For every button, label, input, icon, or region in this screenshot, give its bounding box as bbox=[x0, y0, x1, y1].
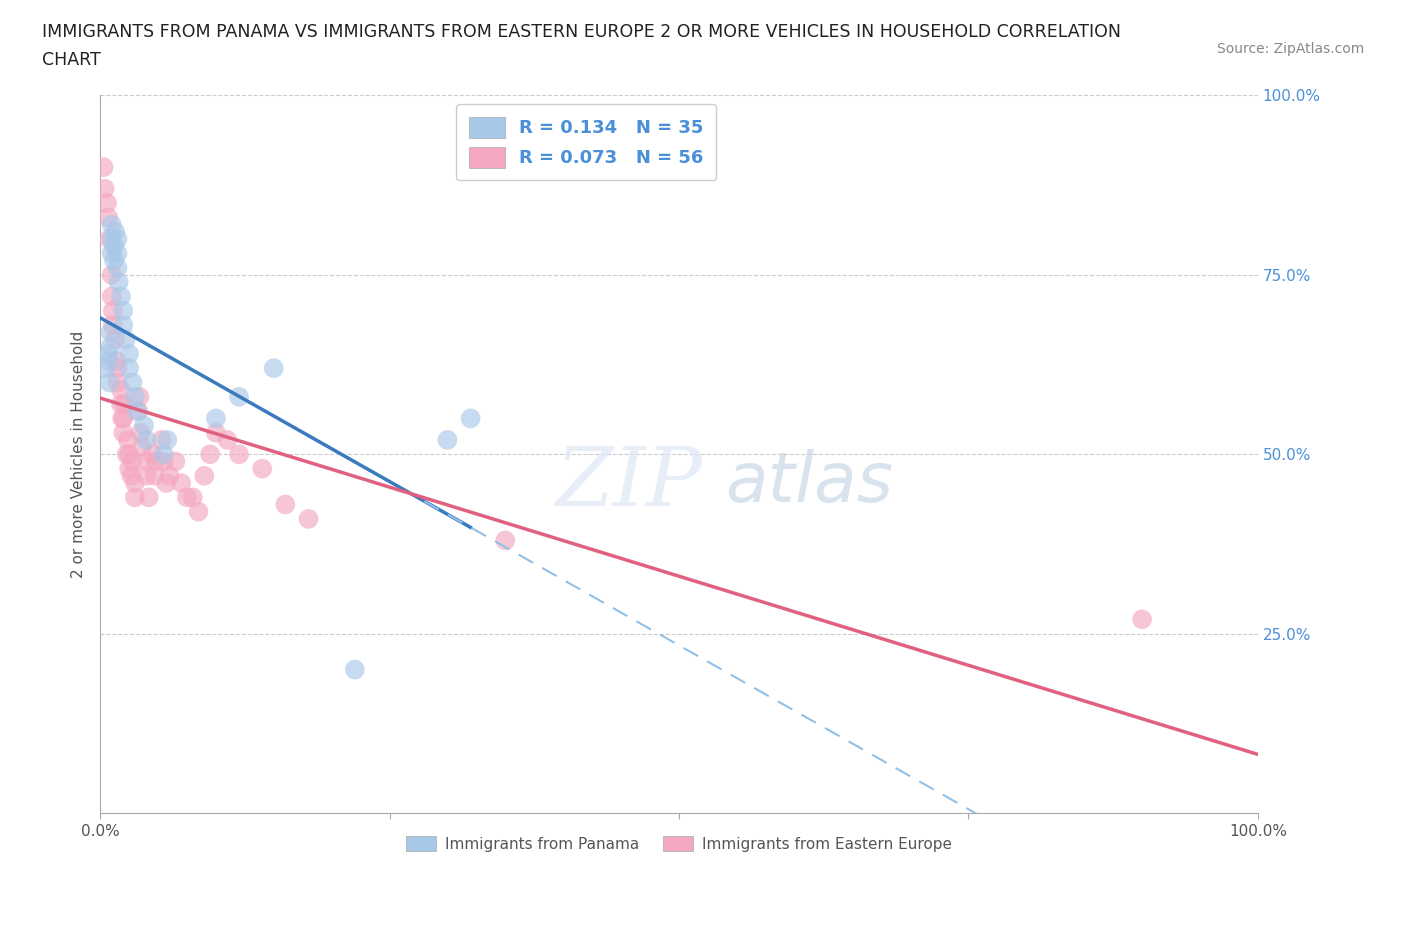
Point bbox=[155, 475, 177, 490]
Text: atlas: atlas bbox=[725, 449, 893, 516]
Point bbox=[128, 390, 150, 405]
Point bbox=[98, 232, 121, 246]
Point bbox=[107, 260, 129, 275]
Point bbox=[127, 404, 149, 418]
Point bbox=[103, 253, 125, 268]
Point bbox=[170, 475, 193, 490]
Point bbox=[124, 475, 146, 490]
Point bbox=[98, 353, 121, 368]
Point bbox=[274, 497, 297, 512]
Point bbox=[100, 268, 122, 283]
Point bbox=[124, 490, 146, 505]
Point bbox=[112, 425, 135, 440]
Point bbox=[104, 224, 127, 239]
Point bbox=[118, 461, 141, 476]
Point bbox=[110, 396, 132, 411]
Text: CHART: CHART bbox=[42, 51, 101, 69]
Point bbox=[176, 490, 198, 505]
Point bbox=[104, 332, 127, 347]
Point bbox=[141, 446, 163, 461]
Point bbox=[198, 446, 221, 461]
Point bbox=[100, 217, 122, 232]
Point bbox=[297, 512, 319, 526]
Point bbox=[115, 446, 138, 461]
Point bbox=[112, 318, 135, 333]
Point bbox=[153, 454, 176, 469]
Point bbox=[187, 504, 209, 519]
Point bbox=[134, 418, 156, 433]
Point bbox=[1130, 612, 1153, 627]
Point bbox=[114, 332, 136, 347]
Point bbox=[121, 454, 143, 469]
Point bbox=[100, 289, 122, 304]
Point bbox=[94, 181, 117, 196]
Point bbox=[228, 446, 250, 461]
Point bbox=[131, 440, 153, 455]
Point bbox=[127, 404, 149, 418]
Point bbox=[124, 390, 146, 405]
Point bbox=[97, 210, 120, 225]
Point bbox=[103, 239, 125, 254]
Point bbox=[101, 303, 124, 318]
Point bbox=[205, 425, 228, 440]
Point bbox=[145, 454, 167, 469]
Point bbox=[250, 461, 273, 476]
Point bbox=[138, 490, 160, 505]
Point bbox=[112, 411, 135, 426]
Legend: Immigrants from Panama, Immigrants from Eastern Europe: Immigrants from Panama, Immigrants from … bbox=[398, 828, 960, 859]
Point bbox=[121, 375, 143, 390]
Point bbox=[150, 432, 173, 447]
Point bbox=[117, 432, 139, 447]
Point bbox=[112, 303, 135, 318]
Point bbox=[100, 325, 122, 339]
Point bbox=[181, 490, 204, 505]
Point bbox=[114, 396, 136, 411]
Y-axis label: 2 or more Vehicles in Household: 2 or more Vehicles in Household bbox=[72, 331, 86, 578]
Point bbox=[107, 361, 129, 376]
Text: ZIP: ZIP bbox=[555, 443, 702, 523]
Point bbox=[110, 382, 132, 397]
Point bbox=[193, 469, 215, 484]
Point bbox=[460, 411, 482, 426]
Point bbox=[105, 353, 128, 368]
Point bbox=[159, 469, 181, 484]
Point bbox=[100, 232, 122, 246]
Point bbox=[96, 195, 118, 210]
Point bbox=[94, 361, 117, 376]
Point bbox=[263, 361, 285, 376]
Point bbox=[165, 454, 187, 469]
Point bbox=[118, 361, 141, 376]
Point bbox=[205, 411, 228, 426]
Point bbox=[153, 446, 176, 461]
Point bbox=[101, 318, 124, 333]
Point bbox=[110, 289, 132, 304]
Text: IMMIGRANTS FROM PANAMA VS IMMIGRANTS FROM EASTERN EUROPE 2 OR MORE VEHICLES IN H: IMMIGRANTS FROM PANAMA VS IMMIGRANTS FRO… bbox=[42, 23, 1121, 41]
Point bbox=[100, 339, 122, 354]
Point bbox=[118, 346, 141, 361]
Point bbox=[436, 432, 458, 447]
Point bbox=[135, 469, 157, 484]
Point bbox=[111, 411, 134, 426]
Point bbox=[100, 246, 122, 260]
Point bbox=[107, 246, 129, 260]
Text: Source: ZipAtlas.com: Source: ZipAtlas.com bbox=[1216, 42, 1364, 56]
Point bbox=[97, 346, 120, 361]
Point bbox=[107, 375, 129, 390]
Point bbox=[494, 533, 516, 548]
Point bbox=[156, 432, 179, 447]
Point bbox=[135, 454, 157, 469]
Point bbox=[107, 232, 129, 246]
Point bbox=[107, 274, 129, 289]
Point bbox=[98, 375, 121, 390]
Point bbox=[228, 390, 250, 405]
Point bbox=[129, 425, 152, 440]
Point bbox=[217, 432, 239, 447]
Point bbox=[93, 160, 115, 175]
Point bbox=[135, 432, 157, 447]
Point bbox=[343, 662, 366, 677]
Point bbox=[143, 469, 166, 484]
Point bbox=[120, 469, 142, 484]
Point bbox=[118, 446, 141, 461]
